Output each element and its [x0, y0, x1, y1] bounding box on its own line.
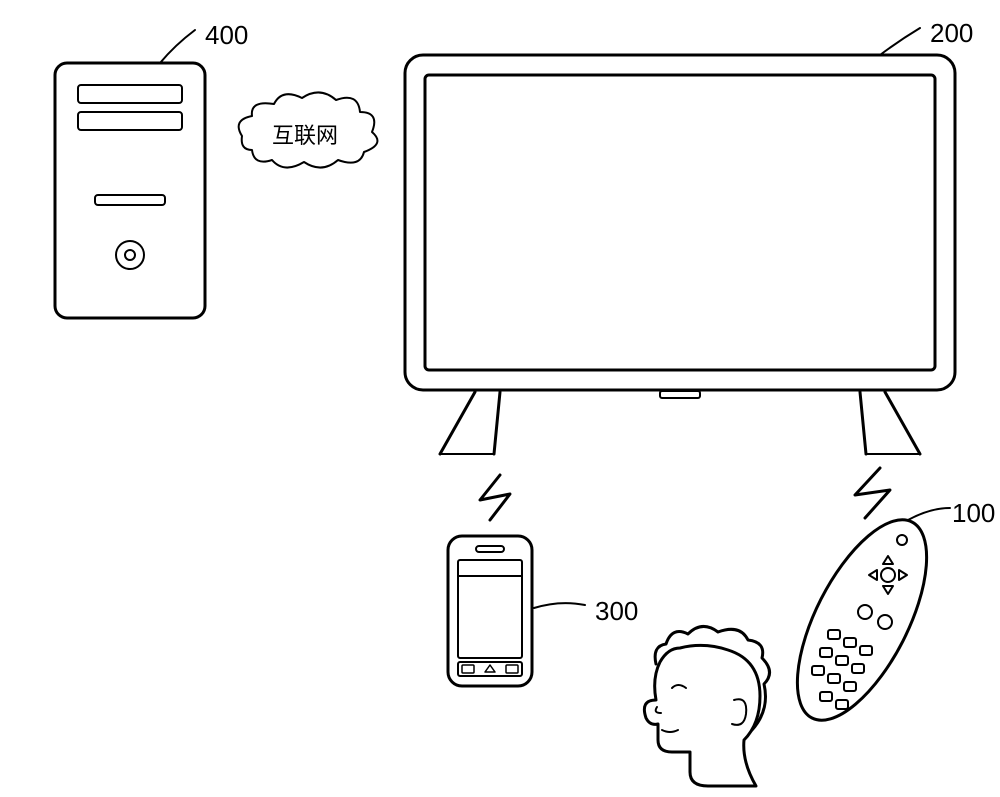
remote-device [771, 501, 953, 739]
server-label: 400 [205, 20, 248, 51]
tv-label: 200 [930, 18, 973, 49]
remote-label: 100 [952, 498, 995, 529]
server-device [55, 30, 205, 318]
cloud-label: 互联网 [272, 118, 338, 150]
phone-label: 300 [595, 596, 638, 627]
user-figure [644, 626, 769, 786]
signal-phone [480, 475, 510, 520]
tv-device [405, 28, 955, 454]
phone-device [448, 536, 585, 686]
diagram-canvas: 400 互联网 200 300 100 [0, 0, 1000, 797]
diagram-svg [0, 0, 1000, 797]
signal-remote [855, 468, 890, 518]
